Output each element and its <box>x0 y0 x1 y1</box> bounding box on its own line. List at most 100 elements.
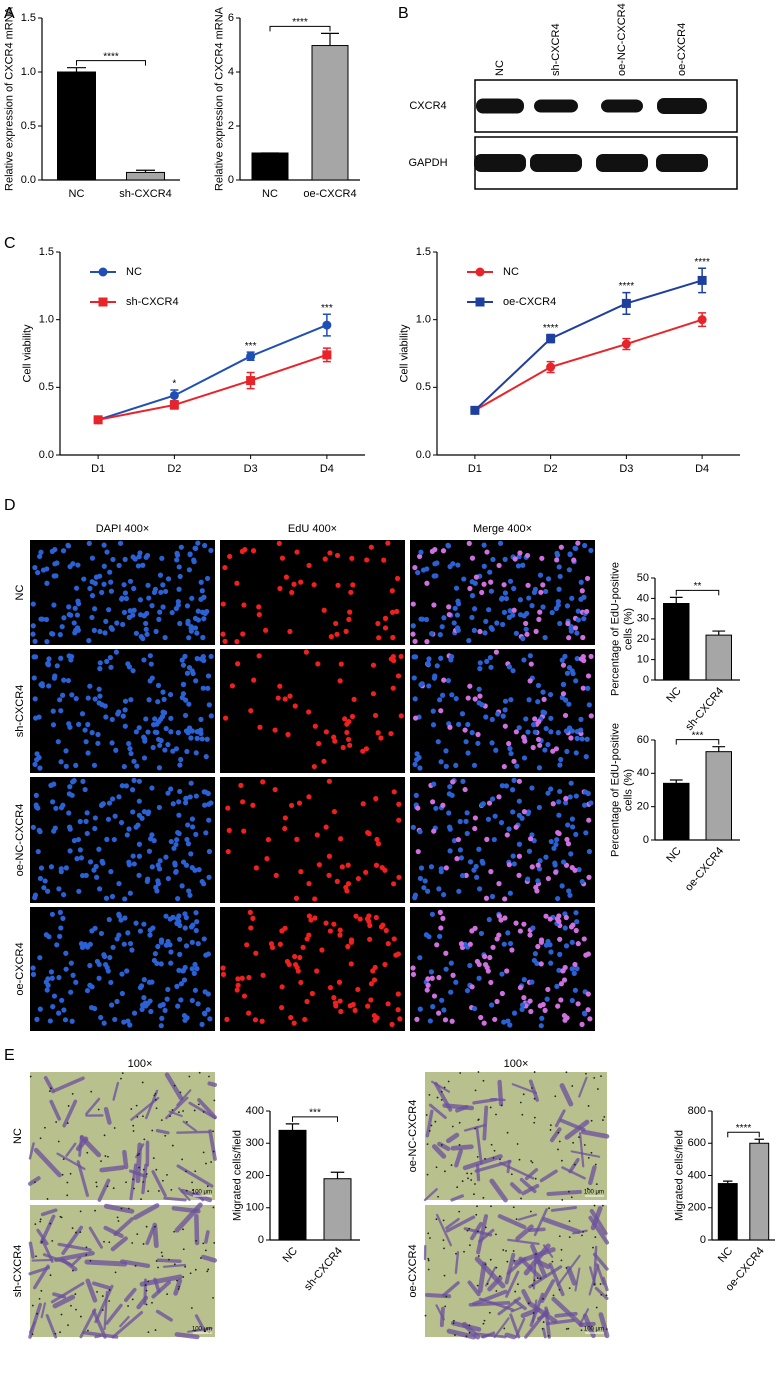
cell-dot <box>316 741 322 747</box>
cell-dot <box>476 886 483 892</box>
x-tick-label: NC <box>664 845 683 865</box>
cell-dot <box>563 796 569 802</box>
pore-dot <box>436 1096 439 1099</box>
cell-dot <box>501 1019 507 1025</box>
pore-dot <box>212 1130 214 1133</box>
cell-dot <box>137 928 143 934</box>
cell-dot <box>69 1018 75 1024</box>
pore-dot <box>531 1161 534 1164</box>
cell-dot <box>532 951 538 957</box>
cell-dot <box>54 663 60 669</box>
cell-dot <box>176 918 182 924</box>
scale-bar-label: 100 μm <box>192 1327 212 1333</box>
cell-streak <box>533 1208 548 1237</box>
cell-dot <box>465 695 471 701</box>
cell-dot <box>194 966 200 972</box>
cell-dot <box>464 830 470 837</box>
cell-dot <box>282 696 288 702</box>
cell-dot <box>121 1019 127 1025</box>
cell-streak <box>49 1099 62 1121</box>
x-tick-label: sh-CXCR4 <box>119 188 172 200</box>
cell-dot <box>541 696 547 702</box>
cell-dot <box>440 548 447 554</box>
cell-streak <box>435 1304 445 1321</box>
cell-dot <box>441 677 447 683</box>
pore-dot <box>463 1250 465 1253</box>
cell-dot <box>496 913 502 919</box>
cell-dot <box>587 1016 593 1022</box>
pore-dot <box>154 1098 157 1101</box>
cell-dot <box>327 985 334 991</box>
cell-dot <box>71 620 77 626</box>
cell-dot <box>84 830 90 837</box>
pore-dot <box>36 1312 39 1315</box>
cell-dot <box>560 662 567 668</box>
cell-dot <box>565 620 571 627</box>
cell-streak <box>588 1215 610 1245</box>
cell-dot <box>56 1010 62 1016</box>
cell-dot <box>419 681 425 687</box>
pore-dot <box>142 1181 145 1183</box>
cell-dot <box>371 1012 378 1019</box>
cell-dot <box>506 664 513 670</box>
cell-dot <box>94 958 100 965</box>
x-tick-label: D3 <box>619 463 633 475</box>
cell-dot <box>120 713 126 719</box>
cell-dot <box>445 542 451 548</box>
cell-dot <box>77 818 83 825</box>
cell-dot <box>435 739 441 745</box>
cell-streak <box>165 1096 189 1120</box>
cell-dot <box>100 801 106 807</box>
cell-dot <box>294 549 300 555</box>
pore-dot <box>136 1154 139 1157</box>
error-bar <box>321 32 339 46</box>
pore-dot <box>213 1099 216 1102</box>
cell-dot <box>446 604 452 610</box>
x-tick-label: sh-CXCR4 <box>683 685 726 733</box>
cell-dot <box>334 631 340 637</box>
cell-dot <box>63 950 69 956</box>
point <box>470 405 480 415</box>
point <box>621 339 631 349</box>
cell-dot <box>124 832 130 838</box>
cell-dot <box>190 824 196 830</box>
cell-dot <box>265 836 272 843</box>
cell-dot <box>390 653 396 660</box>
y-tick-label: 0 <box>700 1234 706 1246</box>
cell-dot <box>93 574 100 580</box>
blot-band <box>601 99 643 113</box>
pore-dot <box>67 1324 69 1327</box>
cell-dot <box>507 578 514 584</box>
cell-dot <box>544 996 550 1002</box>
pore-dot <box>166 1173 168 1176</box>
cell-dot <box>436 886 442 892</box>
cell-dot <box>163 913 169 919</box>
cell-dot <box>467 585 473 592</box>
cell-dot <box>189 966 195 972</box>
cell-dot <box>554 550 560 556</box>
cell-dot <box>462 786 468 793</box>
cell-dot <box>188 735 194 741</box>
cell-dot <box>272 727 278 733</box>
cell-dot <box>585 1007 591 1013</box>
cell-dot <box>144 610 150 617</box>
cell-dot <box>418 865 425 871</box>
panel-label: E <box>4 1047 15 1064</box>
cell-dot <box>137 597 144 603</box>
y-axis-label: Percentage of EdU-positive <box>610 562 622 696</box>
cell-dot <box>556 918 562 924</box>
cell-dot <box>188 780 194 786</box>
cell-dot <box>276 540 282 547</box>
cell-dot <box>455 562 461 568</box>
cell-dot <box>514 763 520 769</box>
cell-dot <box>562 964 568 971</box>
cell-streak <box>485 1266 497 1287</box>
cell-streak <box>103 1290 109 1331</box>
cell-dot <box>51 602 57 608</box>
cell-dot <box>521 995 527 1001</box>
pore-dot <box>587 1105 590 1107</box>
cell-dot <box>126 826 132 832</box>
cell-dot <box>81 576 87 582</box>
bar <box>126 171 165 181</box>
cell-dot <box>306 913 312 919</box>
